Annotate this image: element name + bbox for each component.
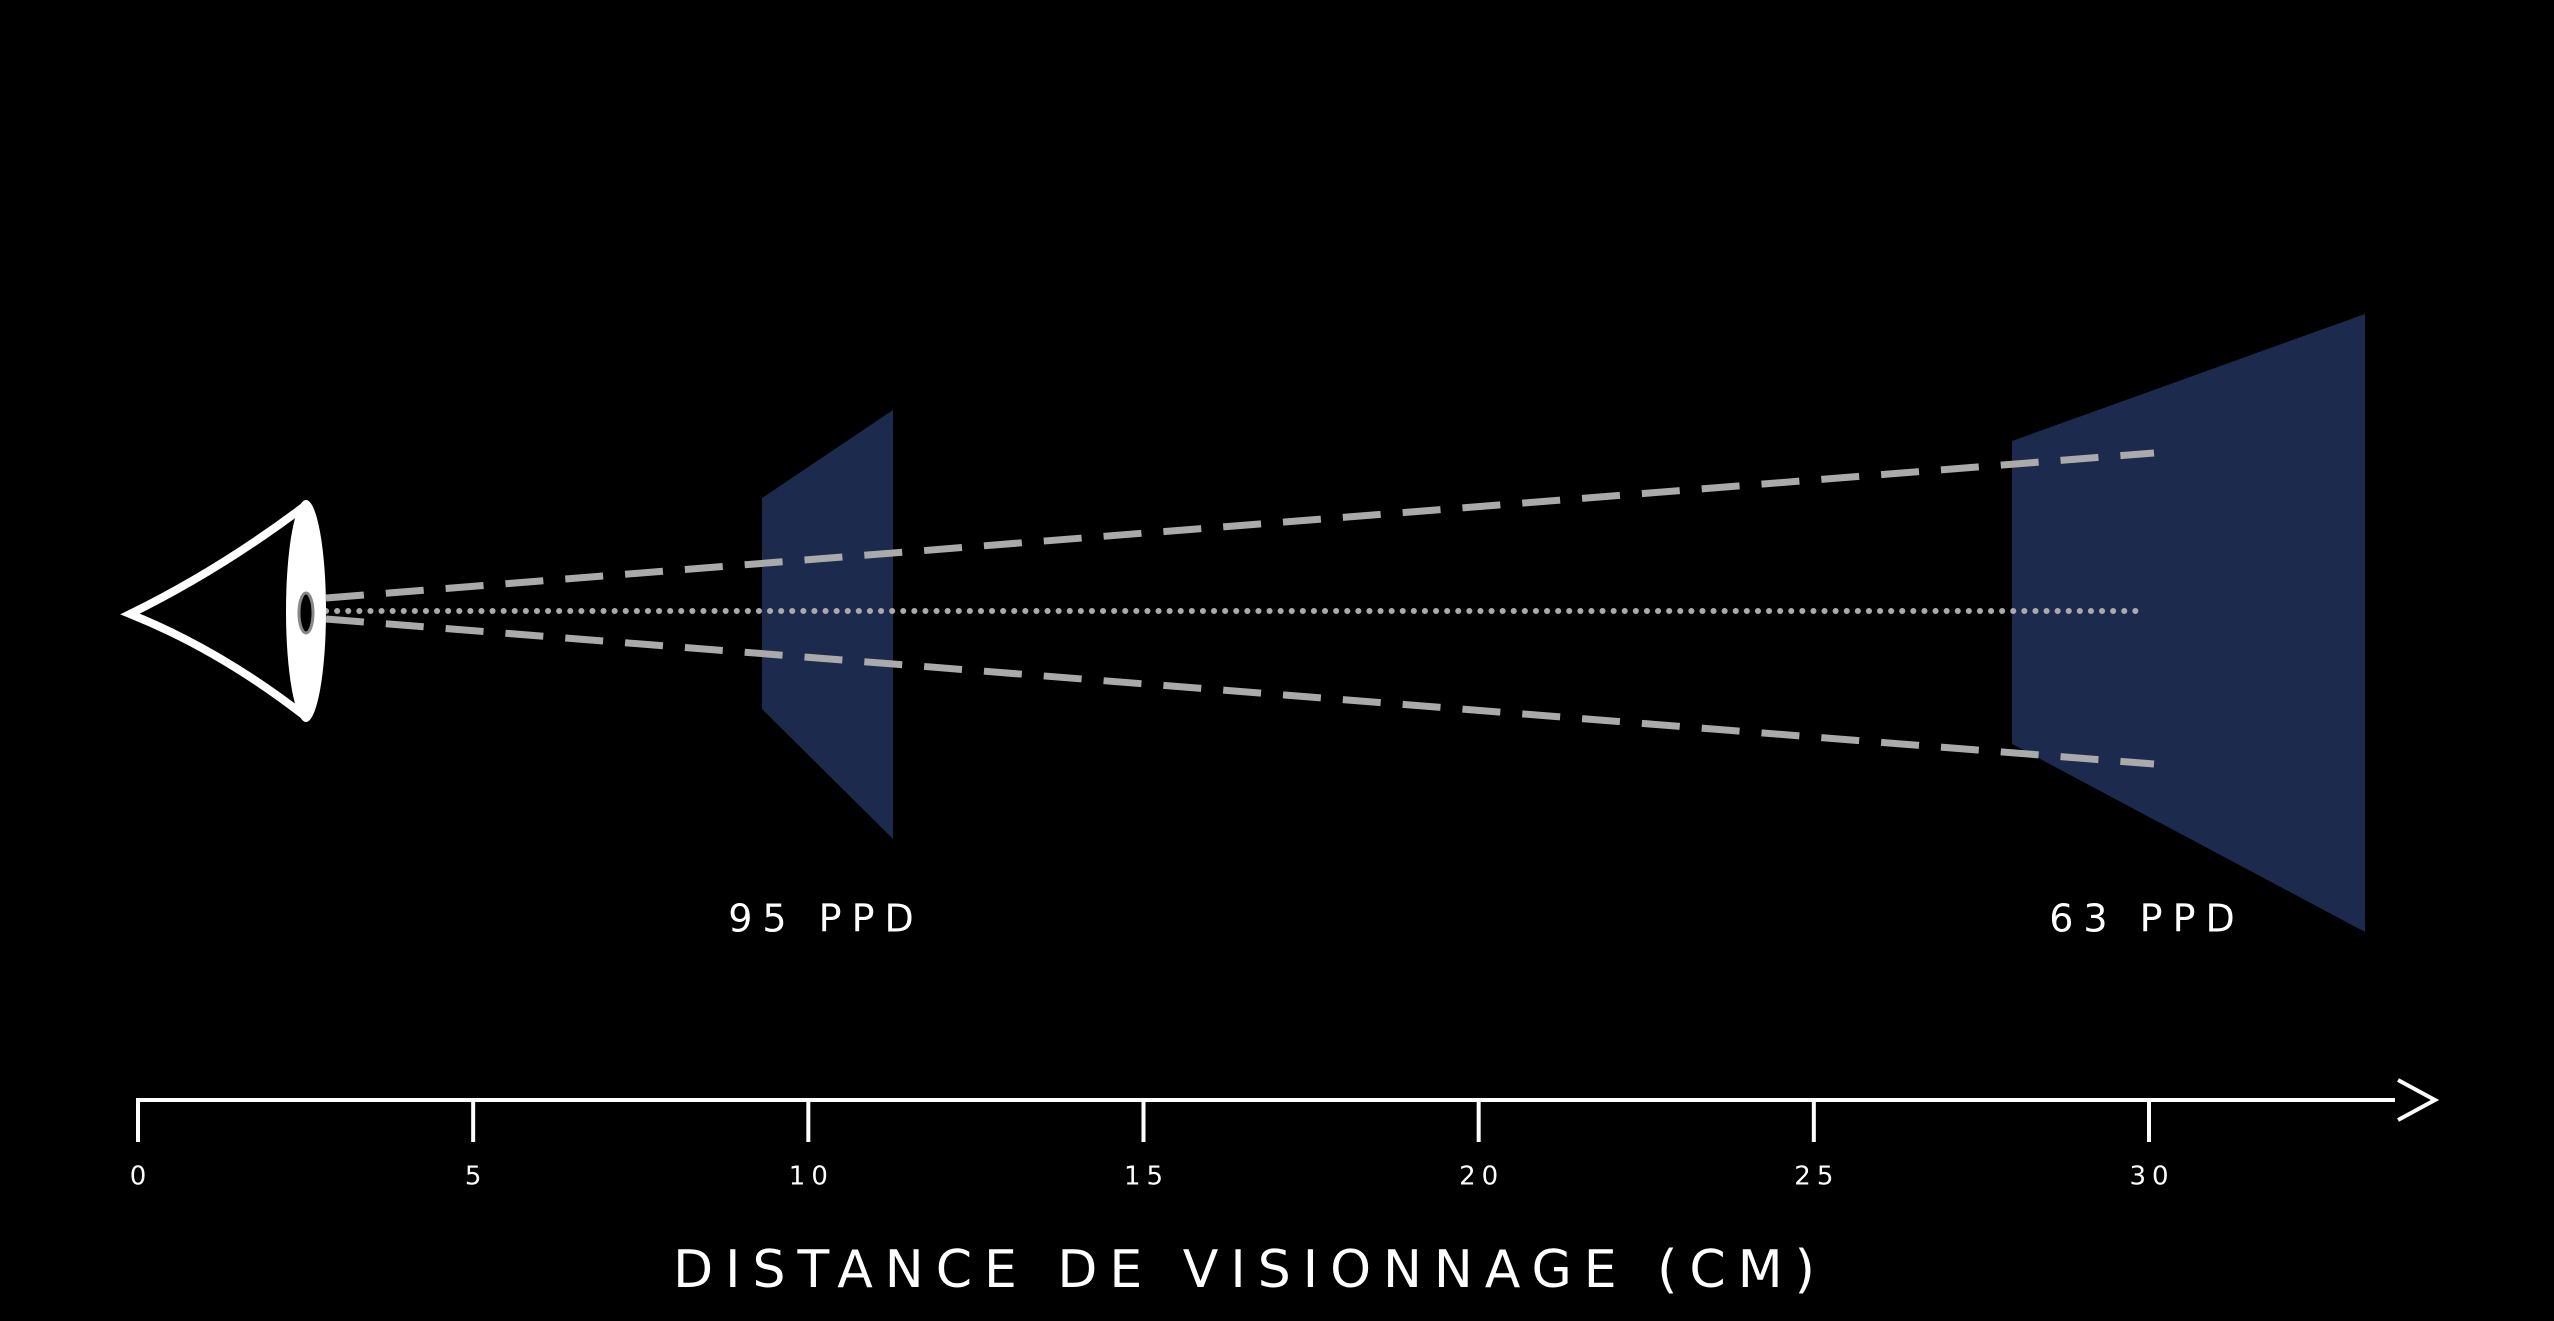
- eye-lid: [120, 501, 309, 721]
- far-screen: [2012, 314, 2365, 932]
- tick-label: 20: [1459, 1162, 1504, 1192]
- tick-label: 30: [2129, 1162, 2174, 1192]
- axis-title: DISTANCE DE VISIONNAGE (CM): [673, 1240, 1827, 1300]
- tick-label: 15: [1124, 1162, 1169, 1192]
- tick-label: 5: [465, 1162, 488, 1192]
- tick-label: 0: [130, 1162, 153, 1192]
- view-ray-lower: [325, 615, 2155, 768]
- eye-pupil: [297, 591, 315, 635]
- axis-arrow: [2397, 1078, 2440, 1122]
- ppd-label: 63 PPD: [2049, 897, 2245, 941]
- view-ray-upper: [325, 449, 2155, 602]
- tick-label: 25: [1794, 1162, 1839, 1192]
- tick-label: 10: [789, 1162, 834, 1192]
- ppd-label: 95 PPD: [728, 897, 924, 941]
- near-screen: [762, 410, 893, 839]
